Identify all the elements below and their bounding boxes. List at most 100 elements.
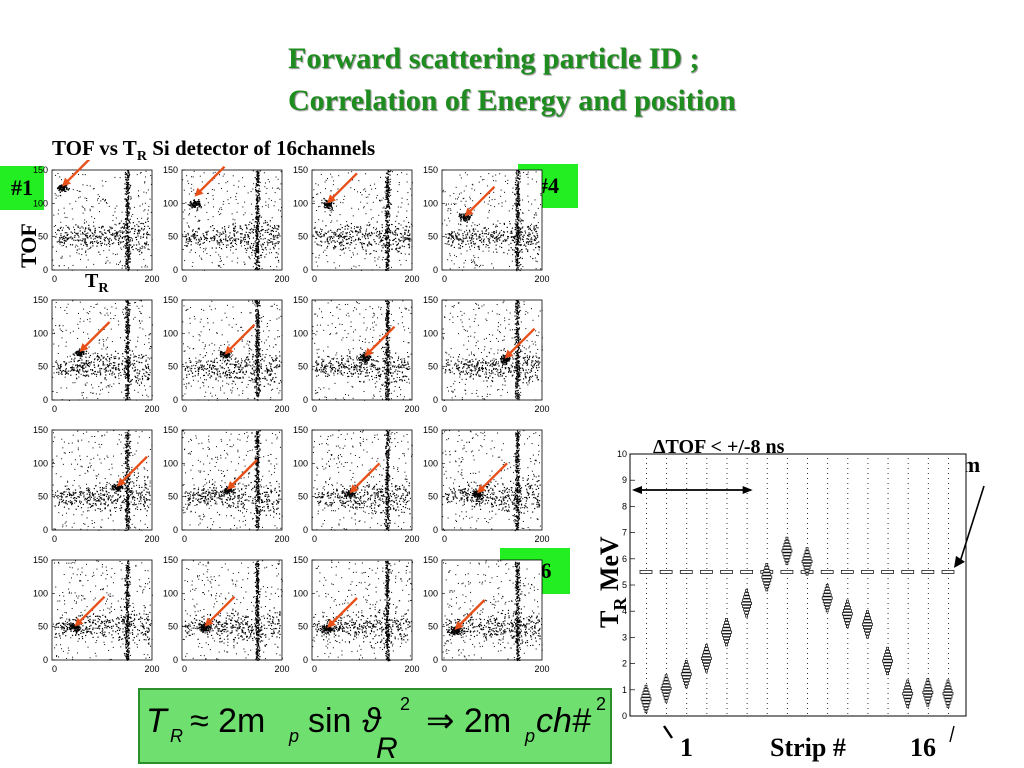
scatter-point [204,379,206,381]
feature-point [59,189,61,191]
feature-point [63,185,65,187]
scatter-point [493,180,495,182]
scatter-point [474,267,476,269]
ridge-point [135,236,137,238]
scatter-point [148,342,150,344]
ridge-point [97,371,99,373]
band-point [126,301,128,304]
scatter-point [382,256,384,258]
ridge-point [350,237,353,239]
ridge-point [108,230,110,232]
scatter-point [351,207,353,209]
scatter-point [507,183,509,185]
band-point [387,256,389,258]
ridge-point [326,247,328,249]
scatter-point [129,309,131,311]
band-point [126,316,128,319]
ridge-point [141,362,143,364]
ridge-point [534,235,536,238]
scatter-point [79,190,81,192]
band-point [128,365,131,367]
scatter-point [188,332,190,334]
ridge-point [127,360,129,363]
band-point [126,353,128,355]
ridge-point [94,241,96,243]
band-point [384,181,387,183]
y-tick-label: 50 [428,232,438,242]
scatter-point [252,266,254,268]
ridge-point [403,241,405,243]
scatter-point [480,193,482,195]
ridge-point [527,235,530,237]
band-point [517,191,519,193]
scatter-point [266,325,268,327]
scatter-point [342,202,344,204]
scatter-point [228,344,230,346]
scatter-point [520,264,522,266]
scatter-point [132,238,134,240]
ridge-point [365,250,367,252]
scatter-point [104,314,106,316]
scatter-point [199,247,201,249]
scatter-point [191,176,193,178]
ridge-point [249,221,251,223]
scatter-point [266,221,268,223]
ridge-point [327,240,329,243]
scatter-point [59,176,61,178]
ridge-point [117,363,120,365]
ridge-point [138,354,140,357]
scatter-point [498,203,500,205]
title-line-2: Correlation of Energy and position [288,84,736,117]
scatter-point [317,184,319,186]
scatter-point [200,331,202,333]
ridge-point [251,251,253,254]
scatter-point [474,256,476,258]
scatter-point [237,186,239,188]
scatter-point [183,378,185,380]
ridge-point [127,370,129,372]
ridge-point [118,382,120,385]
scatter-point [188,182,190,184]
band-point [126,198,128,200]
feature-point [466,221,468,223]
scatter-point [122,311,124,313]
scatter-point [328,230,330,232]
scatter-point [507,253,509,255]
ridge-point [138,357,140,359]
scatter-point [270,229,272,231]
ridge-point [478,235,480,238]
ridge-point [536,242,538,244]
ridge-point [472,234,474,237]
scatter-point [73,226,75,228]
feature-point [191,203,194,205]
band-point [386,221,388,223]
band-point [516,185,518,187]
ridge-point [84,230,86,233]
band-point [517,189,519,191]
band-point [385,258,387,260]
scatter-point [261,350,263,352]
band-point [515,261,517,264]
band-point [388,187,390,190]
band-point [517,194,519,196]
band-point [125,344,127,347]
scatter-point [190,187,192,189]
scatter-point [191,265,193,267]
ridge-point [100,354,103,357]
scatter-point [137,194,139,196]
scatter-point [193,364,195,366]
scatter-point [494,206,496,208]
band-point [518,201,520,203]
band-point [388,219,390,221]
band-point [387,177,389,179]
band-point [385,190,387,192]
band-point [258,188,260,190]
band-point [127,237,129,240]
ridge-point [378,234,380,236]
band-point [386,179,389,181]
ridge-point [237,238,240,240]
ridge-point [408,230,410,232]
scatter-point [339,265,341,267]
scatter-point [395,220,397,222]
ridge-point [405,225,407,227]
